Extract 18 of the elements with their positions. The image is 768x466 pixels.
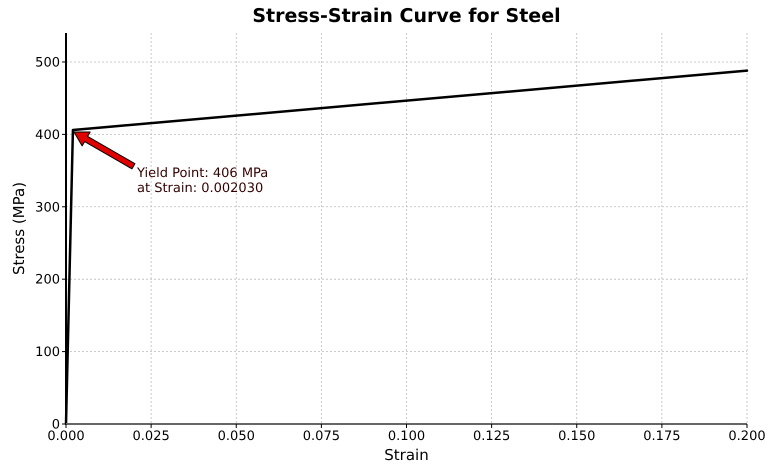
x-tick-label: 0.075 xyxy=(302,429,340,444)
x-tick-label: 0.050 xyxy=(218,429,255,444)
x-axis-title: Strain xyxy=(384,446,429,464)
x-tick-label: 0.150 xyxy=(558,429,596,444)
x-tick-label: 0.025 xyxy=(132,429,170,444)
chart-title: Stress-Strain Curve for Steel xyxy=(252,5,561,27)
x-tick-label: 0.175 xyxy=(643,429,680,444)
x-tick-label: 0.100 xyxy=(388,429,426,444)
y-tick-label: 200 xyxy=(35,272,60,288)
annotation: Yield Point: 406 MPa at Strain: 0.002030 xyxy=(136,166,268,196)
x-tick-label: 0.200 xyxy=(728,429,766,444)
x-tick-label: 0.125 xyxy=(473,429,510,444)
y-tick-label: 500 xyxy=(35,56,60,71)
y-axis-title: Stress (MPa) xyxy=(10,182,28,276)
y-tick-label: 400 xyxy=(35,128,60,143)
y-tick-label: 300 xyxy=(35,200,60,216)
x-tick-label: 0.000 xyxy=(47,429,85,444)
y-tick-label: 100 xyxy=(35,345,60,360)
